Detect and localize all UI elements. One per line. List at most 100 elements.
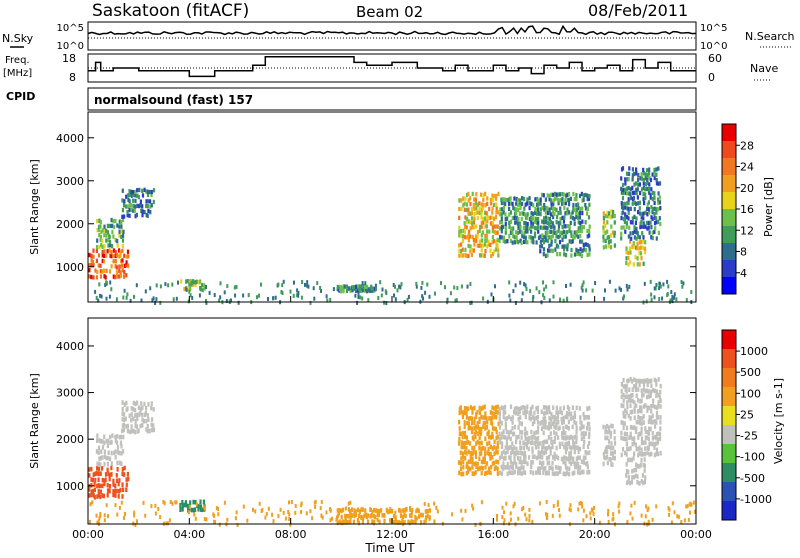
heat-cell	[623, 421, 626, 426]
heat-cell	[99, 234, 102, 240]
heat-cell	[515, 464, 518, 469]
heat-cell	[480, 465, 483, 471]
scatter-cell	[195, 502, 198, 507]
heat-cell	[552, 214, 555, 220]
heat-cell	[148, 189, 151, 195]
heat-cell	[118, 489, 121, 494]
heat-cell	[185, 279, 188, 284]
scatter-cell	[159, 515, 162, 520]
heat-cell	[462, 464, 465, 470]
heat-cell	[524, 459, 527, 465]
heat-cell	[99, 224, 102, 229]
heat-cell	[658, 216, 661, 221]
colorbar-swatch	[722, 425, 736, 445]
heat-cell	[459, 233, 463, 238]
heat-cell	[549, 451, 552, 456]
heat-cell	[425, 515, 428, 520]
heat-cell	[475, 414, 478, 420]
scatter-cell	[455, 298, 458, 303]
scatter-cell	[347, 501, 350, 506]
heat-cell	[620, 394, 623, 400]
heat-cell	[647, 225, 650, 230]
heat-cell	[426, 509, 429, 514]
heat-cell	[530, 411, 533, 416]
heat-cell	[578, 446, 582, 452]
heat-cell	[484, 436, 487, 441]
heat-cell	[497, 459, 500, 465]
heat-cell	[556, 214, 559, 220]
heat-cell	[128, 192, 131, 197]
scatter-cell	[122, 295, 125, 300]
heat-cell	[539, 225, 542, 230]
heat-cell	[380, 508, 383, 513]
heat-cell	[515, 235, 518, 240]
heat-cell	[629, 410, 632, 415]
scatter-cell	[294, 504, 297, 508]
heat-cell	[631, 177, 634, 182]
heat-cell	[657, 166, 660, 171]
heat-cell	[480, 440, 483, 446]
heat-cell	[524, 229, 527, 234]
heat-cell	[489, 197, 492, 203]
heat-cell	[620, 435, 623, 441]
scatter-cell	[335, 517, 338, 522]
heat-cell	[565, 253, 568, 258]
heat-cell	[528, 415, 531, 420]
heat-cell	[463, 221, 466, 226]
scatter-cell	[543, 295, 546, 300]
nsky-series-line	[87, 24, 697, 36]
scatter-cell	[603, 296, 606, 301]
scatter-cell	[578, 501, 581, 506]
heat-cell	[97, 445, 101, 451]
heat-cell	[628, 191, 631, 196]
heat-cell	[117, 274, 120, 279]
heat-cell	[625, 186, 628, 191]
heat-cell	[123, 269, 126, 275]
heat-cell	[553, 424, 556, 430]
heat-cell	[504, 197, 507, 202]
heat-cell	[556, 252, 559, 257]
heat-cell	[463, 444, 466, 450]
heat-cell	[105, 253, 108, 258]
heat-cell	[558, 444, 562, 449]
heat-cell	[564, 449, 567, 455]
heat-cell	[106, 461, 109, 467]
heat-cell	[115, 265, 118, 270]
heat-cell	[537, 466, 540, 472]
scatter-cell	[331, 516, 334, 521]
heat-cell	[496, 471, 499, 476]
heat-cell	[95, 245, 99, 250]
colorbar-tick-label: 25	[740, 408, 754, 421]
heat-cell	[566, 441, 569, 447]
heat-cell	[496, 466, 499, 472]
heat-cell	[540, 426, 544, 432]
heat-cell	[635, 187, 638, 192]
scatter-cell	[306, 283, 309, 288]
heat-cell	[526, 201, 529, 206]
heat-cell	[609, 445, 613, 451]
heat-cell	[378, 509, 381, 514]
heat-cell	[573, 230, 576, 235]
heat-cell	[575, 439, 578, 445]
heat-cell	[99, 237, 102, 243]
heat-cell	[494, 196, 497, 201]
heat-cell	[542, 424, 545, 429]
heat-cell	[572, 456, 575, 462]
heat-cell	[133, 208, 136, 214]
scatter-cell	[142, 500, 145, 505]
heat-cell	[461, 238, 464, 244]
scatter-cell	[385, 301, 388, 306]
heat-cell	[636, 262, 639, 267]
heat-cell	[503, 465, 507, 470]
heat-cell	[428, 508, 431, 513]
heat-cell	[647, 394, 651, 399]
heat-cell	[608, 235, 611, 240]
heat-cell	[655, 236, 658, 241]
heat-cell	[491, 415, 494, 421]
heat-cell	[146, 428, 149, 434]
heat-cell	[635, 171, 638, 176]
heat-cell	[523, 239, 526, 244]
heat-cell	[567, 426, 570, 431]
heat-cell	[586, 206, 589, 211]
